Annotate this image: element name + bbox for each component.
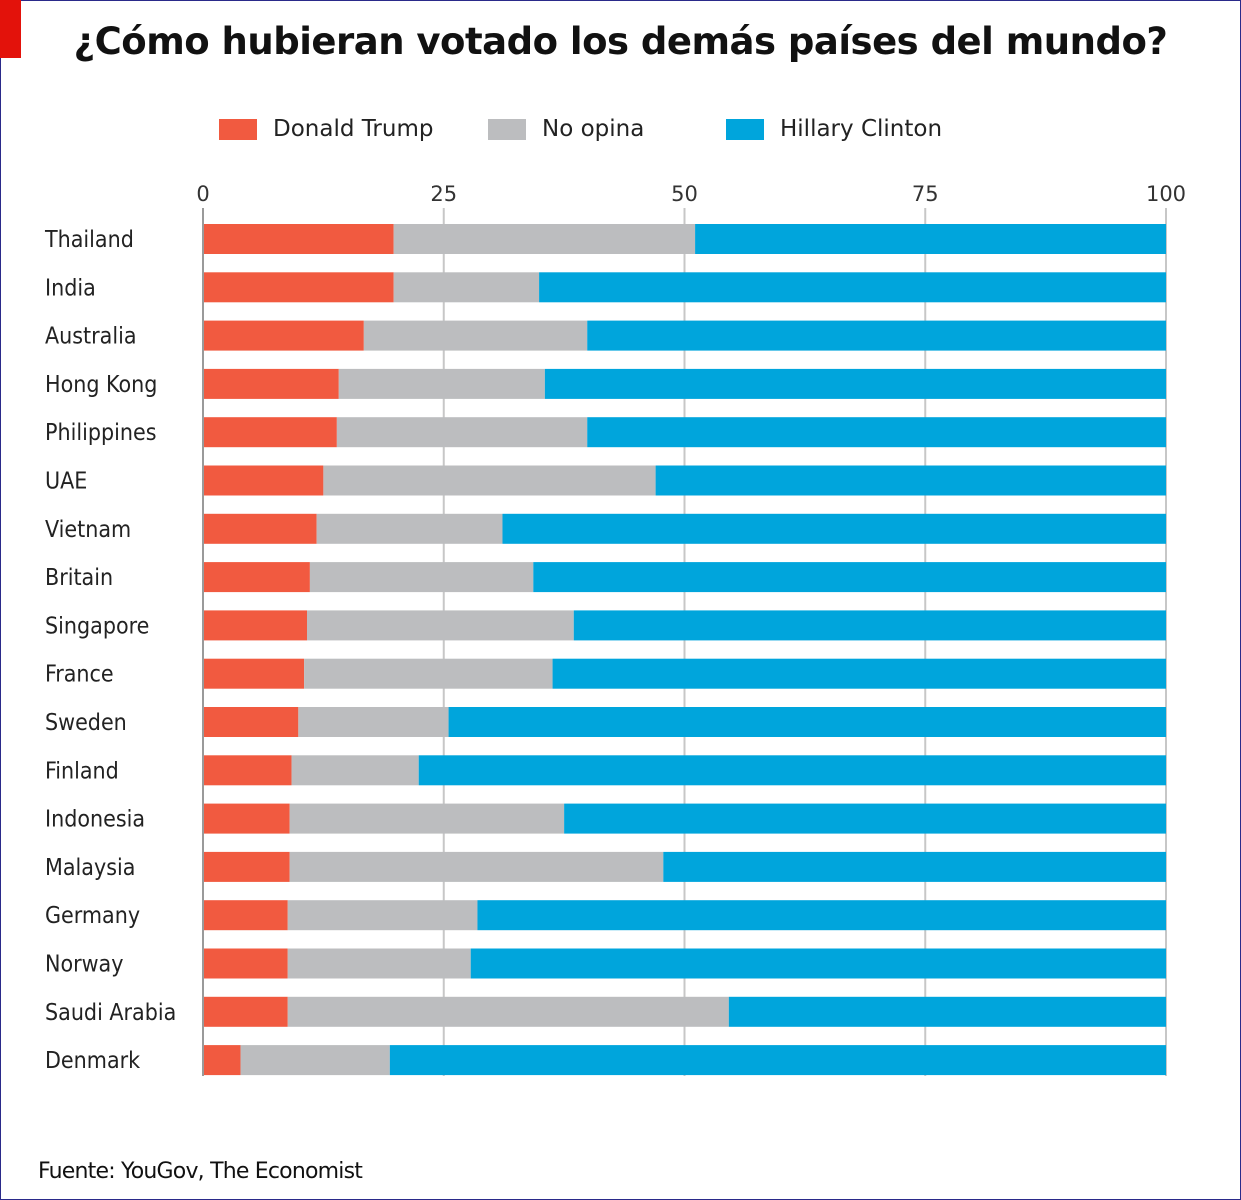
category-label-uae: UAE	[45, 469, 87, 495]
bar-trump-denmark	[203, 1045, 241, 1076]
category-label-finland: Finland	[45, 758, 119, 784]
source-note: Fuente: YouGov, The Economist	[38, 1159, 363, 1184]
bar-trump-saudi-arabia	[203, 996, 288, 1027]
bar-no-opina-hong-kong	[338, 368, 545, 399]
category-label-norway: Norway	[45, 952, 123, 978]
x-tick-label-50: 50	[671, 182, 698, 206]
category-label-britain: Britain	[45, 565, 113, 591]
bar-clinton-denmark	[389, 1045, 1166, 1076]
bar-no-opina-india	[393, 272, 540, 303]
legend-swatch-trump	[219, 118, 257, 140]
category-label-malaysia: Malaysia	[45, 855, 135, 881]
bar-trump-vietnam	[203, 513, 317, 544]
bar-trump-germany	[203, 900, 288, 931]
bar-clinton-vietnam	[502, 513, 1166, 544]
bar-trump-norway	[203, 948, 288, 979]
category-label-saudi-arabia: Saudi Arabia	[45, 1000, 176, 1026]
bar-clinton-indonesia	[564, 803, 1166, 834]
brand-accent-tag	[0, 0, 21, 58]
legend-item-no-opina: No opina	[488, 113, 644, 145]
stacked-bar-chart: 0 25 50 75 100 Thailand India Australia Hong Kon…	[44, 182, 1186, 1076]
bar-trump-finland	[203, 755, 292, 786]
bar-trump-thailand	[203, 224, 394, 254]
legend: Donald Trump No opina Hillary Clinton	[0, 113, 1241, 145]
chart-title: ¿Cómo hubieran votado los demás países d…	[73, 20, 1168, 63]
bar-clinton-france	[552, 658, 1166, 689]
bar-trump-britain	[203, 562, 310, 593]
bar-trump-uae	[203, 465, 324, 496]
bar-no-opina-germany	[287, 900, 478, 931]
category-label-sweden: Sweden	[45, 710, 127, 736]
bar-clinton-philippines	[587, 417, 1166, 448]
bar-clinton-uae	[655, 465, 1166, 496]
bar-no-opina-saudi-arabia	[287, 996, 729, 1027]
bar-trump-sweden	[203, 707, 299, 737]
bar-trump-indonesia	[203, 803, 290, 834]
bar-no-opina-vietnam	[316, 513, 503, 544]
bar-no-opina-france	[304, 658, 553, 689]
legend-item-trump: Donald Trump	[219, 113, 433, 145]
bar-no-opina-thailand	[393, 224, 696, 254]
legend-item-clinton: Hillary Clinton	[726, 113, 942, 145]
bar-no-opina-malaysia	[289, 851, 664, 882]
x-tick-label-100: 100	[1146, 182, 1186, 206]
bar-clinton-norway	[470, 948, 1166, 979]
bar-no-opina-singapore	[307, 610, 574, 641]
bar-clinton-hong-kong	[544, 368, 1166, 399]
x-tick-label-75: 75	[912, 182, 939, 206]
bar-clinton-thailand	[695, 224, 1166, 254]
category-label-india: India	[45, 275, 96, 301]
bar-clinton-india	[539, 272, 1166, 303]
legend-label-no-opina: No opina	[542, 116, 645, 142]
x-tick-label-0: 0	[196, 182, 209, 206]
bar-no-opina-sweden	[298, 707, 449, 737]
category-label-thailand: Thailand	[44, 227, 134, 253]
category-label-singapore: Singapore	[45, 613, 149, 639]
category-label-philippines: Philippines	[45, 420, 157, 446]
bar-clinton-malaysia	[663, 851, 1166, 882]
bar-no-opina-denmark	[240, 1045, 390, 1076]
category-label-hong-kong: Hong Kong	[45, 372, 157, 398]
bar-no-opina-britain	[309, 562, 534, 593]
bar-clinton-australia	[587, 320, 1166, 351]
bar-clinton-finland	[418, 755, 1166, 786]
bar-trump-singapore	[203, 610, 308, 641]
x-tick-label-25: 25	[430, 182, 457, 206]
category-label-france: France	[45, 662, 114, 688]
bar-trump-india	[203, 272, 394, 303]
bar-no-opina-philippines	[336, 417, 588, 448]
category-label-denmark: Denmark	[45, 1048, 140, 1074]
bar-no-opina-uae	[323, 465, 656, 496]
bar-trump-france	[203, 658, 305, 689]
bar-no-opina-australia	[363, 320, 588, 351]
bar-no-opina-norway	[287, 948, 471, 979]
bar-clinton-britain	[533, 562, 1166, 593]
legend-label-trump: Donald Trump	[273, 116, 434, 142]
legend-swatch-no-opina	[488, 118, 526, 140]
category-label-vietnam: Vietnam	[45, 517, 131, 543]
bar-clinton-sweden	[448, 707, 1166, 737]
bar-clinton-germany	[477, 900, 1167, 931]
bar-trump-malaysia	[203, 851, 290, 882]
legend-label-clinton: Hillary Clinton	[780, 116, 943, 142]
category-label-australia: Australia	[45, 324, 137, 350]
category-label-germany: Germany	[45, 903, 140, 929]
category-label-indonesia: Indonesia	[45, 807, 145, 833]
bar-trump-australia	[203, 320, 364, 351]
bar-clinton-saudi-arabia	[728, 996, 1166, 1027]
legend-swatch-clinton	[726, 118, 764, 140]
bar-clinton-singapore	[573, 610, 1166, 641]
bar-no-opina-indonesia	[289, 803, 565, 834]
bar-trump-philippines	[203, 417, 337, 448]
bar-trump-hong-kong	[203, 368, 339, 399]
bar-no-opina-finland	[291, 755, 419, 786]
